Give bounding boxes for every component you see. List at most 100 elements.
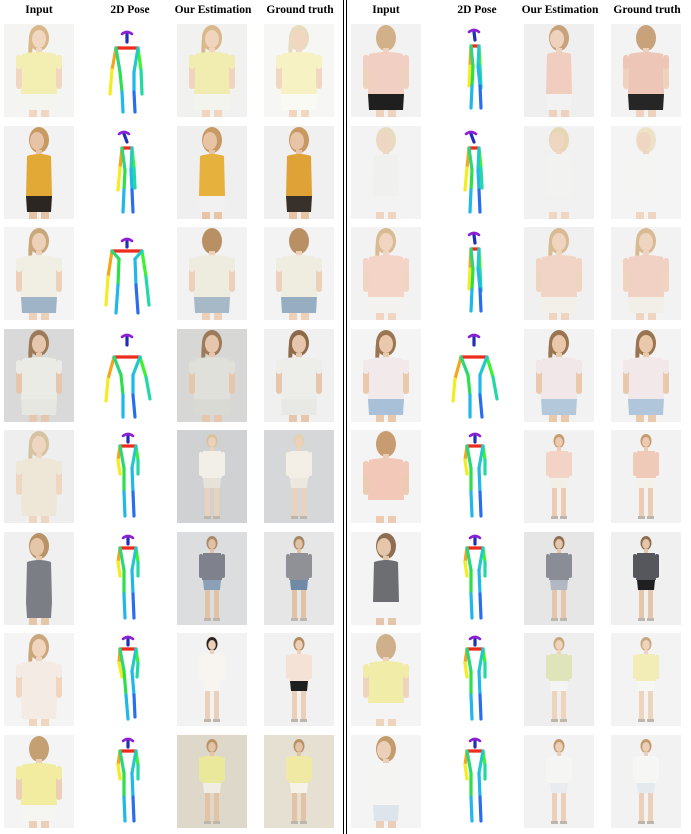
pose-right-forearm xyxy=(463,762,469,781)
left-row7-input-image xyxy=(4,633,74,726)
right-row7-pose-image xyxy=(439,633,509,726)
right-row8-pose-image xyxy=(439,734,509,828)
pose-head-segment xyxy=(120,237,134,243)
pose-neck-segment xyxy=(472,233,477,245)
pose-right-forearm xyxy=(451,376,457,403)
pose-right-shin xyxy=(122,490,127,518)
left-row7-pose-image xyxy=(92,633,162,726)
pose-left-torso xyxy=(476,44,481,68)
pose-left-forearm xyxy=(144,374,152,401)
pose-left-torso xyxy=(130,545,138,572)
left-row8-ground-truth-image xyxy=(264,734,334,828)
pose-head-segment xyxy=(467,333,481,338)
left-row8-input-image xyxy=(4,734,74,828)
pose-left-shin xyxy=(478,287,483,313)
pose-left-shin xyxy=(130,187,135,214)
pose-right-forearm xyxy=(116,559,122,578)
pose-right-torso xyxy=(465,647,473,673)
pose-right-torso xyxy=(118,647,126,673)
pose-left-shin xyxy=(478,392,484,419)
right-row5-input-image xyxy=(351,430,421,523)
pose-right-torso xyxy=(469,247,475,271)
pose-right-torso xyxy=(118,748,126,775)
pose-right-forearm xyxy=(463,165,469,192)
left-row3-input-image xyxy=(4,227,74,320)
pose-head-segment xyxy=(120,30,134,36)
pose-left-torso xyxy=(477,647,485,673)
pose-right-upper-arm xyxy=(453,354,463,381)
pose-left-shin xyxy=(132,693,137,719)
pose-left-forearm xyxy=(144,275,151,307)
pose-right-torso xyxy=(465,748,473,775)
column-header-ground-truth: Ground truth xyxy=(613,4,681,16)
left-row3-estimation-image xyxy=(177,227,247,320)
left-row2-ground-truth-image xyxy=(264,125,334,219)
right-row6-input-image xyxy=(351,531,421,625)
left-row6-input-image xyxy=(4,531,74,625)
left-row6-ground-truth-image xyxy=(264,531,334,625)
pose-right-torso xyxy=(465,444,473,470)
pose-head-segment xyxy=(121,635,135,641)
pose-left-upper-arm xyxy=(138,354,148,379)
right-row4-input-image xyxy=(351,328,421,422)
right-row8-input-image xyxy=(351,734,421,828)
right-row2-pose-image xyxy=(439,125,509,219)
pose-left-thigh xyxy=(476,267,482,291)
pose-left-shin xyxy=(478,591,483,620)
pose-right-shin xyxy=(469,287,474,313)
pose-right-forearm xyxy=(116,165,122,192)
pose-left-torso xyxy=(132,46,140,74)
pose-right-thigh xyxy=(118,70,124,94)
pose-right-torso xyxy=(114,46,122,74)
column-header-input: Input xyxy=(25,4,53,16)
right-row2-ground-truth-image xyxy=(611,125,681,219)
left-row2-estimation-image xyxy=(177,125,247,219)
pose-right-upper-arm xyxy=(106,354,116,381)
pose-left-shin xyxy=(131,794,136,823)
left-row4-pose-image xyxy=(92,328,162,422)
pose-right-shin xyxy=(469,794,474,823)
left-row6-pose-image xyxy=(92,531,162,625)
right-row6-ground-truth-image xyxy=(611,531,681,625)
left-row4-estimation-image xyxy=(177,328,247,422)
pose-head-segment xyxy=(468,635,482,641)
left-row1-pose-image xyxy=(92,24,162,117)
right-row1-ground-truth-image xyxy=(611,24,681,117)
pose-right-torso xyxy=(465,545,473,572)
right-panel: Input 2D Pose Our Estimation Ground truth xyxy=(347,0,688,834)
right-row7-ground-truth-image xyxy=(611,633,681,726)
pose-left-torso xyxy=(133,249,144,261)
pose-head-segment xyxy=(468,737,482,742)
left-panel: Input 2D Pose Our Estimation Ground truth xyxy=(0,0,341,834)
left-row4-input-image xyxy=(4,328,74,422)
pose-right-forearm xyxy=(463,458,469,476)
column-header-2d-pose: 2D Pose xyxy=(110,4,150,16)
left-row5-estimation-image xyxy=(177,430,247,523)
pose-left-shin xyxy=(478,490,483,518)
pose-left-thigh xyxy=(130,466,135,494)
pose-left-torso xyxy=(477,444,485,470)
left-row3-ground-truth-image xyxy=(264,227,334,320)
pose-left-thigh xyxy=(130,669,136,697)
pose-right-thigh xyxy=(122,167,127,192)
left-row1-estimation-image xyxy=(177,24,247,117)
pose-left-torso xyxy=(130,748,138,775)
pose-right-shin xyxy=(469,693,474,721)
pose-left-thigh xyxy=(130,770,135,799)
right-row7-estimation-image xyxy=(524,633,594,726)
pose-right-thigh xyxy=(469,167,474,192)
pose-right-shin xyxy=(469,84,474,110)
pose-right-shin xyxy=(468,187,473,214)
pose-left-forearm xyxy=(132,165,137,190)
pose-left-shin xyxy=(478,693,483,721)
pose-left-thigh xyxy=(130,567,135,596)
pose-left-thigh xyxy=(477,567,482,596)
pose-right-thigh xyxy=(470,64,475,88)
left-row1-input-image xyxy=(4,24,74,117)
pose-right-thigh xyxy=(119,372,125,397)
pose-right-torso xyxy=(459,354,470,377)
pose-neck-segment xyxy=(472,30,477,42)
right-row4-pose-image xyxy=(439,328,509,422)
pose-left-shin xyxy=(478,794,483,823)
pose-right-torso xyxy=(112,354,123,377)
